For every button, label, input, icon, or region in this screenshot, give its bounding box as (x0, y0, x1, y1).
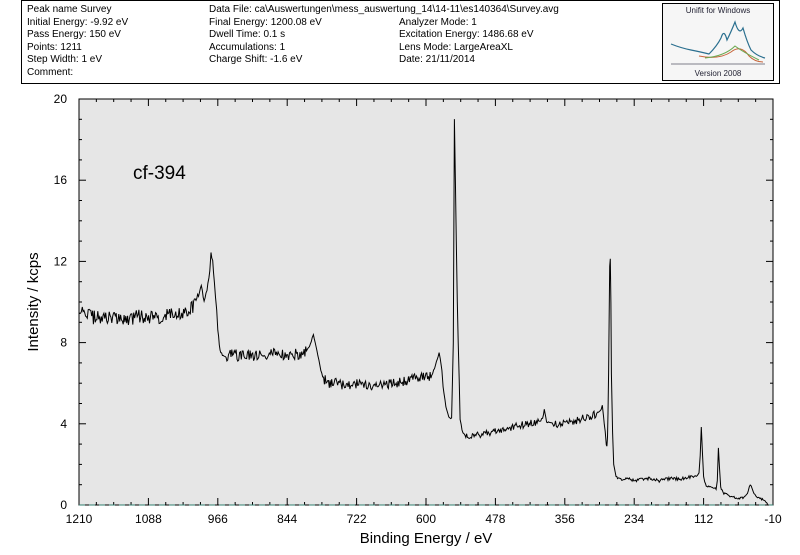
x-tick-labels: 1210 1088 966 844 722 600 478 356 234 112 -10 (66, 512, 782, 526)
header-column-1: Peak name Survey Initial Energy: -9.92 e… (27, 4, 128, 79)
data-file-text: Data File: ca\Auswertungen\mess_auswertu… (209, 4, 559, 15)
lens-mode-text: Lens Mode: LargeAreaXL (399, 41, 513, 53)
analyzer-mode-text: Analyzer Mode: 1 (399, 16, 477, 28)
x-tick-label: 722 (347, 512, 367, 526)
y-tick-label: 4 (60, 417, 67, 431)
logo-spectrum-icon (670, 20, 766, 65)
dwell-time-text: Dwell Time: 0.1 s (209, 29, 286, 40)
logo-version: Version 2008 (694, 69, 742, 78)
x-tick-label: 356 (555, 512, 575, 526)
x-tick-label: 112 (694, 512, 713, 526)
y-tick-label: 8 (60, 336, 67, 350)
peak-name-text: Peak name Survey (27, 4, 112, 15)
x-tick-label: 1088 (135, 512, 162, 526)
initial-energy-text: Initial Energy: -9.92 eV (27, 16, 129, 28)
y-tick-label: 20 (54, 92, 68, 106)
y-tick-marks (79, 98, 773, 506)
x-tick-label: 966 (208, 512, 228, 526)
date-text: Date: 21/11/2014 (399, 54, 475, 65)
charge-shift-text: Charge Shift: -1.6 eV (209, 54, 303, 65)
pass-energy-text: Pass Energy: 150 eV (27, 29, 121, 40)
comment-text: Comment: (27, 66, 74, 78)
y-tick-label: 16 (54, 173, 68, 187)
x-tick-label: 1210 (66, 512, 93, 526)
excitation-energy-text: Excitation Energy: 1486.68 eV (399, 29, 534, 40)
y-tick-labels: 0 4 8 12 16 20 (54, 92, 68, 512)
x-tick-label: 600 (416, 512, 436, 526)
x-tick-label: -10 (764, 512, 782, 526)
x-axis-label: Binding Energy / eV (360, 530, 493, 547)
plot-area (78, 98, 774, 506)
x-tick-marks (78, 99, 774, 505)
final-energy-text: Final Energy: 1200.08 eV (209, 16, 322, 28)
y-axis-label: Intensity / kcps (25, 252, 42, 351)
spectrum-line (78, 119, 768, 505)
x-tick-label: 478 (485, 512, 505, 526)
x-tick-label: 234 (624, 512, 644, 526)
accumulations-text: Accumulations: 1 (209, 41, 286, 53)
info-header: Peak name Survey Initial Energy: -9.92 e… (21, 0, 780, 84)
points-text: Points: 1211 (27, 41, 82, 53)
sample-annotation: cf-394 (133, 163, 186, 184)
logo-title: Unifit for Windows (685, 6, 751, 15)
header-column-3: Analyzer Mode: 1 Excitation Energy: 1486… (399, 4, 534, 67)
y-tick-label: 12 (54, 254, 68, 268)
unifit-logo: Unifit for Windows Version 2008 (662, 3, 774, 81)
x-tick-label: 844 (277, 512, 297, 526)
header-column-2: Data File: ca\Auswertungen\mess_auswertu… (209, 4, 559, 67)
step-width-text: Step Width: 1 eV (27, 54, 103, 65)
y-tick-label: 0 (60, 498, 67, 512)
